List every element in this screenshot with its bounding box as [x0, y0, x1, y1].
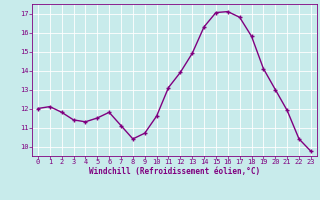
X-axis label: Windchill (Refroidissement éolien,°C): Windchill (Refroidissement éolien,°C) [89, 167, 260, 176]
